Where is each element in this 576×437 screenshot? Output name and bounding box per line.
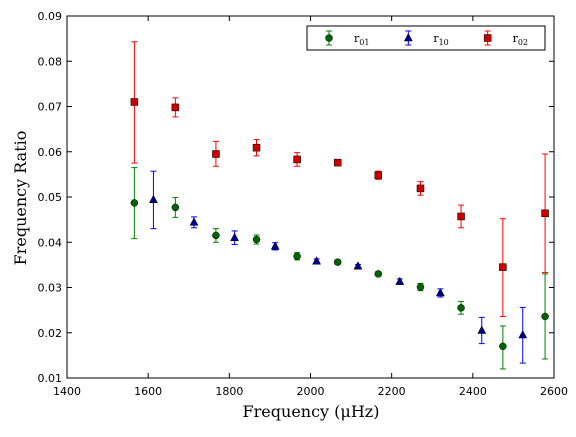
data-point-r01 [171, 203, 180, 212]
legend-label-r02: r02 [513, 32, 528, 47]
data-point-r02 [541, 209, 549, 218]
data-point-r01 [416, 283, 425, 291]
legend-box [306, 25, 546, 51]
x-tick-label: 2200 [378, 385, 406, 398]
x-tick-label: 1800 [215, 385, 243, 398]
data-point-r01 [499, 342, 507, 351]
data-point-r10 [477, 325, 487, 334]
data-point-r01 [457, 304, 465, 312]
data-point-r02 [293, 155, 301, 164]
legend-label-r01: r01 [354, 32, 369, 47]
y-tick-label: 0.09 [38, 10, 63, 23]
legend-marker-r10 [403, 32, 413, 42]
data-point-r01 [293, 252, 301, 261]
y-tick-label: 0.08 [38, 55, 63, 68]
data-point-r02 [499, 263, 507, 271]
legend-label-r10: r10 [433, 32, 448, 47]
data-point-r02 [333, 158, 342, 167]
data-point-r01 [541, 312, 549, 321]
data-point-r02 [416, 184, 425, 193]
data-point-r10 [353, 261, 363, 270]
data-point-r01 [212, 231, 220, 240]
data-point-r02 [130, 98, 139, 106]
series-r01 [130, 167, 549, 370]
legend-marker-r01 [325, 34, 333, 42]
y-tick-label: 0.02 [38, 327, 63, 340]
data-point-r10 [149, 194, 158, 203]
data-point-r10 [189, 217, 199, 226]
data-point-r10 [395, 276, 405, 285]
y-axis-label: Frequency Ratio [11, 131, 30, 266]
axes: 1400 1600 1800 2000 2200 2400 2600 0.01 0.02 0.03… [38, 10, 569, 398]
x-tick-label: 2600 [540, 385, 568, 398]
data-point-r10 [230, 232, 240, 241]
data-point-r02 [374, 171, 383, 180]
plot-area [130, 41, 549, 370]
x-tick-label: 2400 [459, 385, 487, 398]
data-point-r10 [518, 329, 528, 339]
series-r10 [149, 170, 528, 364]
data-point-r10 [435, 287, 445, 297]
y-tick-label: 0.07 [38, 101, 63, 114]
series-r02 [130, 41, 549, 317]
data-point-r02 [457, 212, 465, 221]
data-point-r10 [270, 241, 280, 250]
plot-frame [66, 15, 555, 379]
x-axis-label: Frequency (μHz) [243, 402, 380, 421]
data-point-r01 [333, 258, 342, 266]
data-point-r02 [252, 143, 261, 152]
y-tick-label: 0.05 [38, 191, 63, 204]
data-point-r02 [171, 103, 180, 112]
y-tick-label: 0.03 [38, 282, 63, 295]
y-tick-label: 0.06 [38, 146, 63, 159]
data-point-r01 [252, 235, 261, 244]
data-point-r10 [312, 256, 322, 265]
x-tick-label: 1400 [53, 385, 81, 398]
x-tick-label: 1600 [134, 385, 162, 398]
legend: r01 r10 r02 [306, 25, 546, 51]
y-tick-label: 0.04 [38, 236, 63, 249]
data-point-r01 [130, 199, 139, 207]
x-tick-label: 2000 [297, 385, 325, 398]
legend-marker-r02 [483, 34, 492, 42]
y-tick-label: 0.01 [38, 372, 63, 385]
data-point-r02 [212, 150, 220, 158]
data-point-r01 [374, 270, 383, 278]
